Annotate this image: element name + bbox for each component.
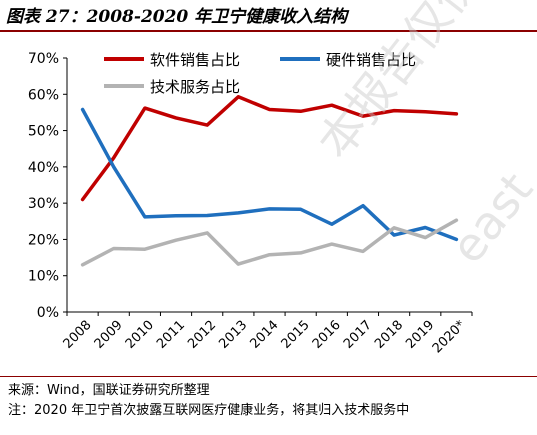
source-note: 来源：Wind，国联证券研究所整理 xyxy=(8,383,210,398)
legend-label-1: 软件销售占比 xyxy=(150,51,240,69)
footer-divider xyxy=(0,376,537,377)
x-tick-label: 2010 xyxy=(123,318,157,352)
y-tick-label: 40% xyxy=(28,160,59,176)
y-tick-label: 0% xyxy=(37,305,59,321)
y-tick-label: 20% xyxy=(28,232,59,248)
x-tick-label: 2017 xyxy=(341,318,375,352)
x-tick-label: 2012 xyxy=(185,318,219,352)
chart-series xyxy=(80,95,459,267)
x-tick-label: 2011 xyxy=(154,318,188,352)
y-tick-label: 10% xyxy=(28,269,59,285)
legend-label-2: 硬件销售占比 xyxy=(326,51,416,69)
chart-axes: 0%10%20%30%40%50%60%70%20082009201020112… xyxy=(28,51,473,356)
x-tick-label: 2008 xyxy=(61,318,95,352)
x-tick-label: 2020* xyxy=(430,317,469,356)
y-tick-label: 50% xyxy=(28,124,59,140)
x-tick-label: 2016 xyxy=(310,318,344,352)
x-tick-label: 2015 xyxy=(279,318,313,352)
legend-label-3: 技术服务占比 xyxy=(150,78,240,96)
series-line-2 xyxy=(80,107,459,242)
title-divider xyxy=(0,30,537,32)
y-tick-label: 60% xyxy=(28,87,59,103)
x-tick-label: 2013 xyxy=(216,318,250,352)
x-tick-label: 2018 xyxy=(372,318,406,352)
y-tick-label: 30% xyxy=(28,196,59,212)
y-tick-label: 70% xyxy=(28,51,59,67)
x-tick-label: 2009 xyxy=(92,318,126,352)
line-chart: 0%10%20%30%40%50%60%70%20082009201020112… xyxy=(28,51,473,356)
series-line-3 xyxy=(80,218,459,267)
footnote: 注：2020 年卫宁首次披露互联网医疗健康业务，将其归入技术服务中 xyxy=(8,403,410,418)
x-tick-label: 2014 xyxy=(248,318,282,352)
page-title: 图表 27：2008-2020 年卫宁健康收入结构 xyxy=(6,7,348,27)
series-line-1 xyxy=(80,95,459,202)
